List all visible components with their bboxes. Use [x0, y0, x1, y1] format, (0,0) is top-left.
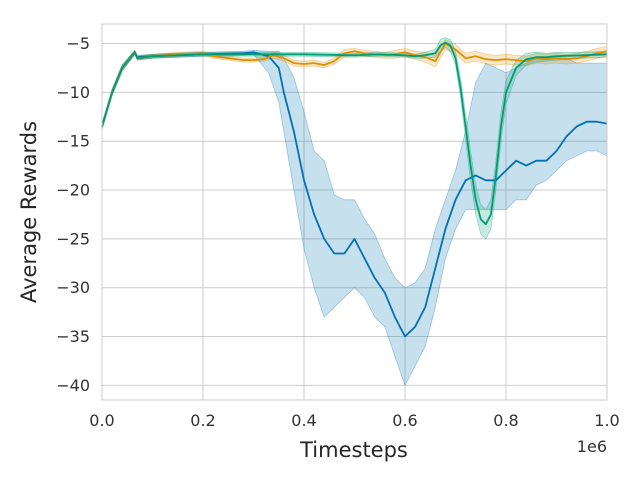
y-axis-label: Average Rewards: [17, 121, 41, 303]
y-tick-labels: −5 −10 −15 −20 −25 −30 −35 −40: [56, 34, 90, 395]
y-tick-label: −5: [66, 34, 90, 53]
x-tick-label: 0.6: [392, 411, 417, 430]
x-axis-label: Timesteps: [299, 438, 408, 462]
x-offset-label: 1e6: [577, 437, 607, 456]
series-3-line: [101, 41, 608, 226]
x-tick-labels: 0.0 0.2 0.4 0.6 0.8 1.0: [89, 411, 619, 430]
x-tick-label: 0.8: [493, 411, 518, 430]
y-tick-label: −25: [56, 229, 90, 248]
series-1-line: [101, 51, 608, 338]
y-tick-label: −15: [56, 132, 90, 151]
y-tick-label: −20: [56, 181, 90, 200]
y-tick-label: −40: [56, 376, 90, 395]
y-tick-label: −10: [56, 83, 90, 102]
series-lines: [101, 41, 608, 338]
x-tick-label: 0.0: [89, 411, 114, 430]
y-tick-label: −35: [56, 327, 90, 346]
x-tick-label: 0.2: [190, 411, 215, 430]
x-tick-label: 1.0: [594, 411, 619, 430]
x-tick-label: 0.4: [291, 411, 316, 430]
plot-frame: [101, 23, 608, 401]
y-tick-label: −30: [56, 278, 90, 297]
